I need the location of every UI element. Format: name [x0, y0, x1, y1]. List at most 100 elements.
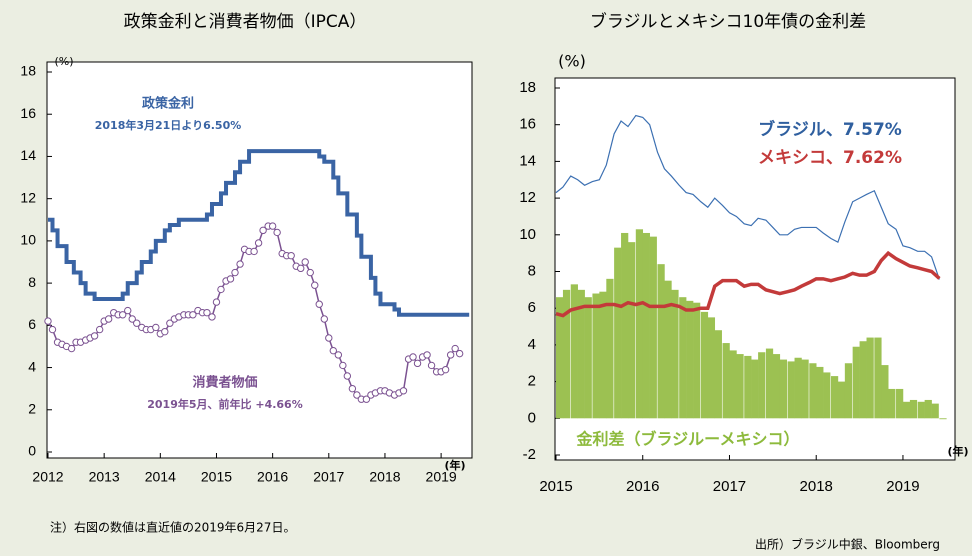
spread-bar [939, 418, 947, 420]
spread-bar [570, 284, 578, 419]
marker [427, 361, 436, 370]
spread-bar [649, 236, 657, 419]
annotation: メキシコ、7.62% [758, 148, 902, 168]
marker [212, 298, 221, 306]
spread-bar [621, 232, 629, 419]
footnote: 注）右図の数値は直近値の2019年6月27日。 [50, 520, 295, 535]
marker [217, 285, 225, 294]
marker [423, 351, 431, 359]
spread-bar [779, 359, 788, 419]
annotation: 金利差（ブラジルーメキシコ） [575, 430, 799, 449]
spread-bar [823, 372, 831, 419]
spread-bar [931, 403, 939, 419]
spread-bar [830, 376, 839, 419]
annotation: 消費者物価 [192, 375, 257, 391]
spread-bar [744, 355, 752, 419]
marker [236, 260, 244, 268]
marker [273, 228, 281, 237]
spread-bar [707, 317, 716, 419]
marker [254, 239, 263, 247]
spread-bar [599, 291, 607, 419]
marker [95, 325, 104, 334]
y-tick-label: 14 [20, 147, 36, 163]
marker [128, 315, 136, 323]
marker [413, 359, 422, 368]
spread-bar [896, 388, 904, 419]
spread-bar [758, 352, 766, 419]
y-tick-label: 12 [519, 189, 536, 206]
spread-bar [693, 302, 701, 419]
marker [451, 344, 459, 353]
y-tick-label: 0 [28, 443, 36, 459]
x-unit: (年) [947, 444, 968, 458]
marker [325, 334, 333, 342]
marker [152, 323, 160, 332]
x-unit: (年) [444, 458, 465, 472]
marker [320, 315, 329, 323]
chart-title: 政策金利と消費者物価（IPCA） [124, 12, 367, 32]
marker [301, 258, 309, 266]
marker [339, 361, 347, 370]
marker [311, 281, 319, 289]
spread-bar [606, 278, 614, 419]
spread-bar [888, 388, 896, 419]
spread-bar [917, 401, 925, 419]
marker [409, 353, 417, 361]
source: 出所）ブラジル中銀、Bloomberg [755, 537, 940, 552]
spread-bar [722, 343, 730, 419]
x-tick-label: 2012 [32, 469, 63, 485]
spread-bar [584, 297, 592, 419]
annotation: 2019年5月、前年比 +4.66% [147, 397, 302, 411]
spread-bar [729, 350, 737, 419]
spread-bar [556, 297, 564, 419]
spread-bar [592, 293, 600, 419]
y-tick-label: 6 [528, 299, 536, 316]
marker [133, 319, 141, 327]
spread-bar [686, 300, 694, 419]
spread-bar [679, 297, 687, 419]
y-tick-label: 2 [528, 373, 536, 390]
spread-bar [671, 289, 679, 419]
y-tick-label: 0 [528, 409, 536, 426]
y-tick-label: 8 [28, 274, 36, 290]
spread-bar [909, 399, 918, 419]
marker [297, 264, 305, 273]
spread-bar [562, 289, 571, 419]
x-tick-label: 2017 [713, 478, 746, 495]
marker [362, 395, 371, 403]
spread-bar [852, 346, 860, 419]
marker [250, 247, 258, 256]
spread-bar [859, 341, 867, 419]
spread-bar [736, 354, 744, 419]
spread-bar [642, 232, 650, 419]
spread-bar [635, 229, 644, 419]
spread-bar [809, 363, 817, 419]
x-tick-label: 2019 [426, 469, 457, 485]
spread-bar [837, 381, 846, 419]
annotation: 政策金利 [142, 96, 194, 112]
y-tick-label: 14 [519, 152, 536, 169]
y-tick-label: 10 [519, 226, 536, 243]
marker [329, 346, 337, 355]
spread-bar [765, 348, 774, 419]
marker [287, 251, 295, 260]
y-tick-label: 4 [528, 336, 536, 353]
marker [161, 327, 169, 336]
y-tick-label: 16 [20, 105, 36, 121]
x-tick-label: 2017 [313, 469, 344, 485]
y-tick-label: 18 [519, 79, 536, 96]
y-tick-label: 18 [20, 63, 36, 79]
marker [399, 387, 408, 395]
marker [348, 384, 357, 393]
spread-bar [657, 264, 665, 419]
x-tick-label: 2018 [369, 469, 400, 485]
marker [124, 306, 132, 315]
marker [231, 268, 239, 277]
series-line [555, 114, 940, 280]
y-unit: (%) [54, 55, 73, 68]
marker [203, 308, 211, 317]
marker [48, 325, 57, 334]
spread-bar [801, 359, 809, 419]
x-tick-label: 2014 [145, 469, 176, 485]
